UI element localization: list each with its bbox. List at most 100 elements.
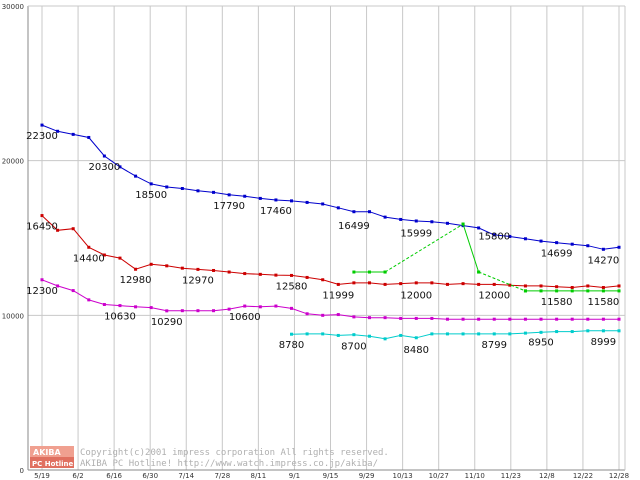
series-point bbox=[383, 270, 387, 274]
data-label: 15999 bbox=[400, 229, 432, 240]
series-point bbox=[539, 284, 543, 288]
x-tick-label: 6/2 bbox=[72, 472, 83, 480]
data-label: 14270 bbox=[587, 255, 619, 266]
series-point bbox=[492, 282, 496, 286]
series-point bbox=[367, 270, 371, 274]
series-point bbox=[305, 275, 309, 279]
series-point bbox=[414, 219, 418, 223]
series-point bbox=[555, 330, 559, 334]
series-line-segment bbox=[478, 271, 526, 292]
data-label: 16450 bbox=[26, 222, 58, 233]
series-point bbox=[555, 241, 559, 245]
series-point bbox=[87, 298, 91, 302]
series-point bbox=[165, 264, 169, 268]
series-point bbox=[399, 282, 403, 286]
logo-top-text: AKIBA bbox=[33, 448, 61, 457]
series-point bbox=[290, 199, 294, 203]
x-tick-label: 12/8 bbox=[539, 472, 555, 480]
series-point bbox=[430, 332, 434, 336]
series-point bbox=[570, 330, 574, 334]
series-point bbox=[290, 332, 294, 336]
series-point bbox=[305, 200, 309, 204]
x-tick-label: 10/13 bbox=[393, 472, 413, 480]
data-label: 12300 bbox=[26, 286, 58, 297]
x-tick-label: 7/14 bbox=[178, 472, 194, 480]
series-point bbox=[445, 282, 449, 286]
series-point bbox=[56, 228, 60, 232]
data-label: 12980 bbox=[120, 275, 152, 286]
series-line bbox=[41, 279, 619, 320]
series-point bbox=[243, 194, 247, 198]
series-point bbox=[555, 289, 559, 293]
data-label: 16499 bbox=[338, 221, 370, 232]
series-point bbox=[71, 289, 75, 293]
series-point bbox=[617, 317, 621, 321]
data-label: 15800 bbox=[478, 232, 510, 243]
series-point bbox=[367, 210, 371, 214]
series-point bbox=[336, 333, 340, 337]
series-point bbox=[586, 289, 590, 293]
series-point bbox=[321, 278, 325, 282]
data-label: 12580 bbox=[276, 281, 308, 292]
x-tick-label: 9/1 bbox=[289, 472, 300, 480]
series-point bbox=[118, 256, 122, 260]
x-tick-label: 11/10 bbox=[465, 472, 485, 480]
x-tick-label: 12/28 bbox=[609, 472, 629, 480]
series-point bbox=[40, 278, 44, 282]
series-point bbox=[570, 317, 574, 321]
data-label: 17790 bbox=[213, 201, 245, 212]
series-point bbox=[102, 253, 106, 257]
grid-layer bbox=[28, 5, 625, 471]
axis-layer: 30000 20000 10000 0 5/19 6/2 6/16 6/30 7/14 7/28 8… bbox=[2, 3, 629, 480]
x-tick-label: 6/30 bbox=[142, 472, 158, 480]
series-point bbox=[601, 285, 605, 289]
series-point bbox=[539, 239, 543, 243]
series-point bbox=[227, 307, 231, 311]
series-point bbox=[180, 187, 184, 191]
series-point bbox=[180, 309, 184, 313]
data-label: 14400 bbox=[73, 253, 105, 264]
series-point bbox=[617, 245, 621, 249]
series-point bbox=[492, 317, 496, 321]
series-point bbox=[477, 270, 481, 274]
series-point bbox=[336, 282, 340, 286]
logo-bottom-text: PC Hotline! bbox=[32, 460, 76, 468]
series-point bbox=[570, 242, 574, 246]
data-label: 22300 bbox=[26, 131, 58, 142]
series-point bbox=[399, 217, 403, 221]
series-point bbox=[274, 273, 278, 277]
x-tick-label: 5/19 bbox=[34, 472, 50, 480]
series-point bbox=[523, 317, 527, 321]
series-point bbox=[40, 123, 44, 127]
series-point bbox=[430, 316, 434, 320]
series-point bbox=[180, 266, 184, 270]
series-point bbox=[196, 189, 200, 193]
data-label: 8999 bbox=[591, 337, 616, 348]
series-point bbox=[492, 233, 496, 237]
series-point bbox=[367, 281, 371, 285]
series-point bbox=[321, 313, 325, 317]
series-point bbox=[134, 305, 138, 309]
series-point bbox=[586, 317, 590, 321]
y-tick-label: 20000 bbox=[2, 158, 24, 166]
series-point bbox=[149, 262, 153, 266]
data-label: 10600 bbox=[229, 312, 261, 323]
series-point bbox=[445, 317, 449, 321]
series-point bbox=[352, 270, 356, 274]
series-line bbox=[291, 330, 619, 340]
series-point bbox=[134, 174, 138, 178]
series-point bbox=[508, 234, 512, 238]
series-point bbox=[523, 284, 527, 288]
data-label-layer: 22300 20300 18500 17790 17460 16499 15999 15800… bbox=[26, 131, 619, 356]
series-point bbox=[258, 305, 262, 309]
series-line-segment bbox=[462, 223, 480, 273]
series-point bbox=[383, 337, 387, 341]
data-label: 8950 bbox=[528, 338, 553, 349]
series-point bbox=[367, 334, 371, 338]
series-point bbox=[477, 332, 481, 336]
series-point bbox=[321, 202, 325, 206]
series-point bbox=[212, 268, 216, 272]
series-point bbox=[274, 304, 278, 308]
